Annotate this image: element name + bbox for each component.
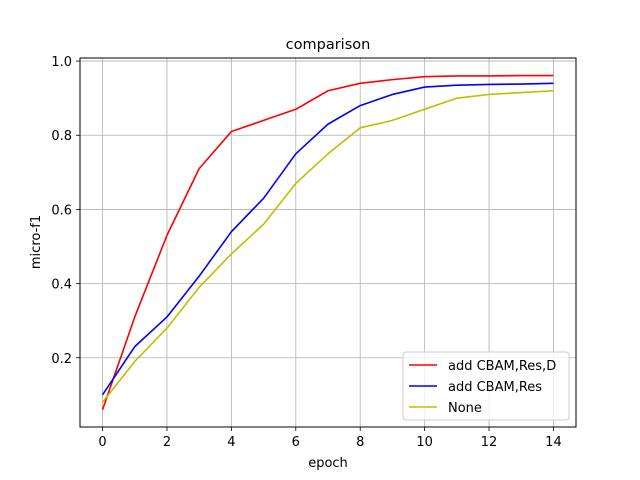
series-line-2 [101, 89, 554, 403]
y-tick-label: 0.4 [51, 278, 72, 293]
grid [80, 58, 576, 427]
y-axis-label: micro-f1 [29, 215, 44, 269]
y-axis-ticks: 0.2 0.4 0.6 0.8 1.0 [51, 55, 80, 367]
legend-label-2: None [448, 401, 482, 416]
legend-box [402, 351, 570, 421]
y-tick-label: 0.8 [51, 129, 72, 144]
x-tick-label: 0 [98, 435, 106, 450]
y-tick-label: 0.6 [51, 203, 72, 218]
x-tick-label: 4 [227, 435, 235, 450]
chart-title: comparison [286, 37, 371, 53]
legend-label-1: add CBAM,Res [448, 380, 542, 395]
x-axis-label: epoch [308, 456, 348, 471]
series-lines [101, 74, 554, 410]
y-tick-label: 0.2 [51, 352, 72, 367]
x-tick-label: 14 [545, 435, 562, 450]
series-line-1 [101, 82, 554, 396]
x-tick-label: 10 [416, 435, 433, 450]
x-tick-label: 8 [356, 435, 364, 450]
x-tick-label: 12 [481, 435, 498, 450]
legend-label-0: add CBAM,Res,D [448, 359, 556, 374]
y-tick-label: 1.0 [51, 55, 72, 70]
x-tick-label: 6 [292, 435, 300, 450]
x-axis-ticks: 0 2 4 6 8 10 12 14 [98, 427, 562, 450]
series-line-0 [101, 74, 554, 410]
x-tick-label: 2 [163, 435, 171, 450]
legend: add CBAM,Res,D add CBAM,Res None [402, 351, 570, 421]
plot-frame [79, 57, 577, 428]
